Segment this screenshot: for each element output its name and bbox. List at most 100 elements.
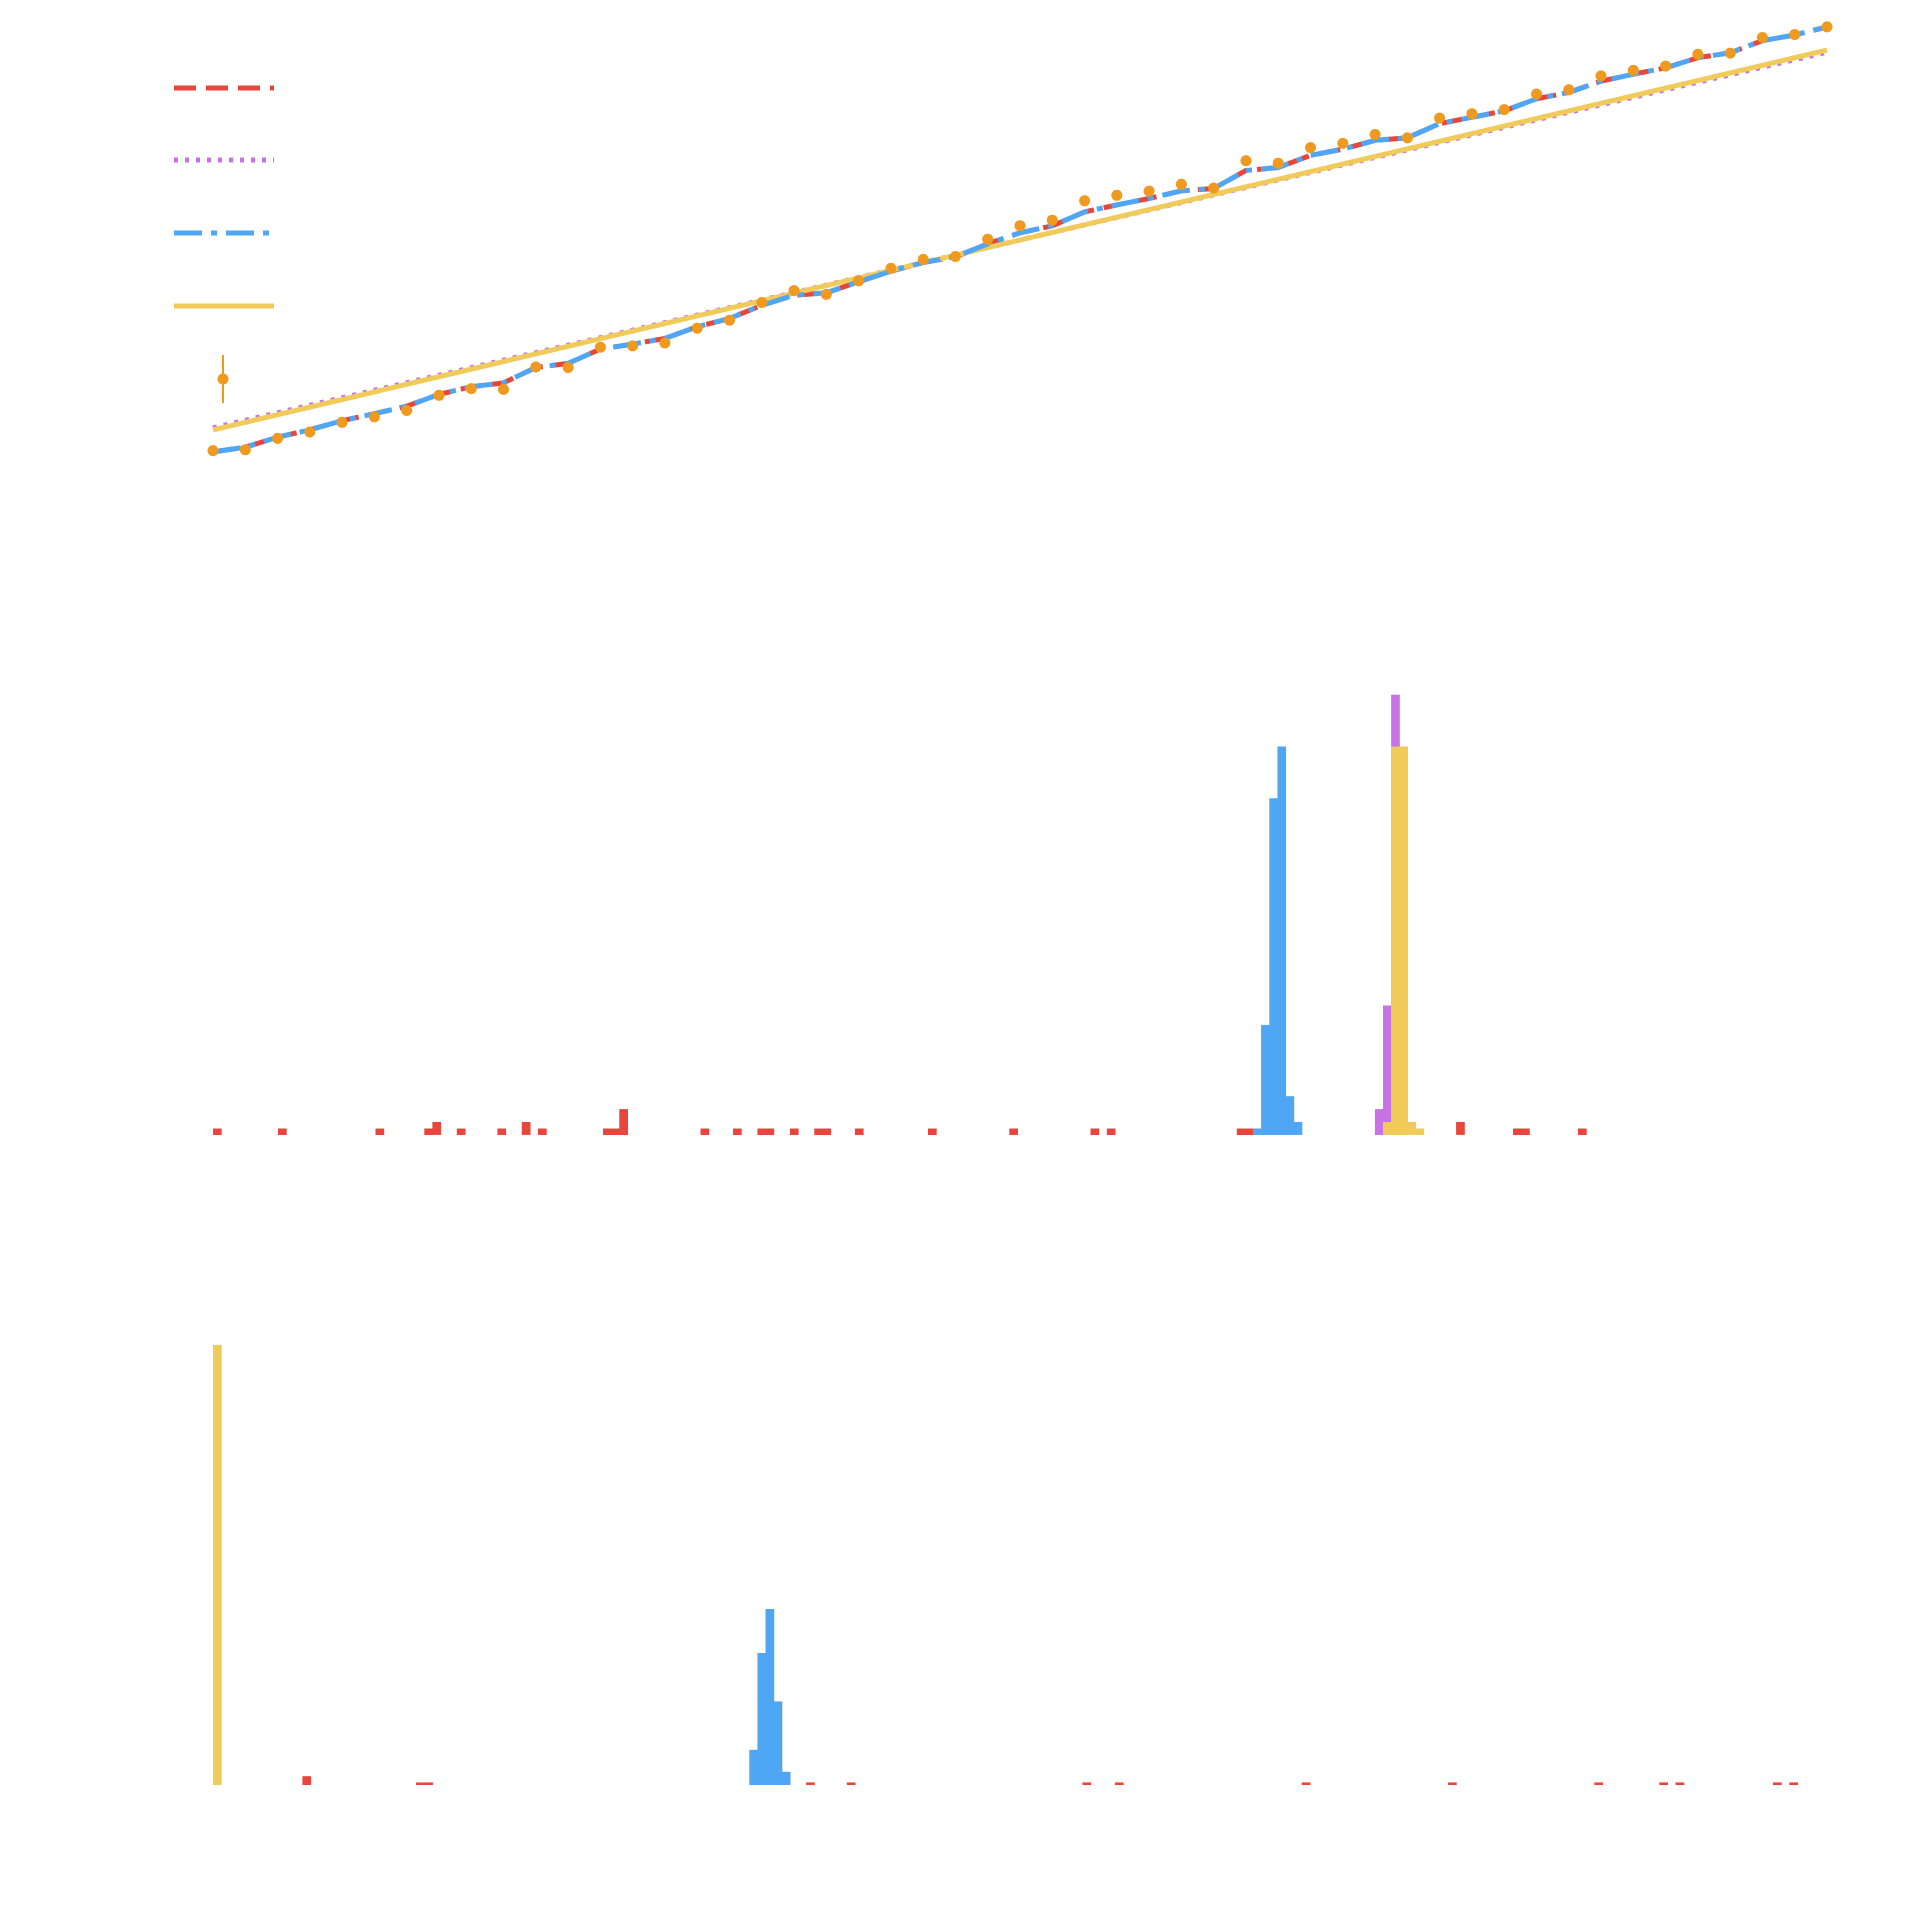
hist2-bar-red: [302, 1776, 312, 1785]
data-point: [368, 411, 380, 423]
hist2-bar-red: [1773, 1782, 1782, 1785]
data-point: [304, 426, 316, 438]
legend: [174, 85, 274, 403]
series-line-blue: [212, 24, 1828, 455]
legend-swatch-point: [217, 373, 229, 385]
data-point: [1724, 47, 1736, 59]
hist1-bar-red: [1456, 1122, 1465, 1135]
hist1-bar-blue: [1261, 1024, 1270, 1135]
data-point: [433, 389, 445, 401]
data-point: [1595, 70, 1607, 82]
hist1-bar-red: [432, 1122, 442, 1135]
series-line-yellow: [212, 47, 1828, 433]
hist1-bar-red: [757, 1128, 767, 1135]
data-point: [239, 444, 251, 456]
hist1-bar-red: [928, 1128, 937, 1135]
data-point: [982, 233, 994, 245]
hist2-bar-red: [1114, 1782, 1124, 1785]
hist1-bar-yellow: [1407, 1122, 1417, 1135]
data-point: [1563, 84, 1575, 96]
data-point: [1498, 104, 1510, 116]
data-point: [627, 340, 639, 352]
data-point: [401, 405, 413, 416]
hist2-bar-red: [1789, 1782, 1798, 1785]
hist1-bar-red: [611, 1128, 620, 1135]
data-point: [1240, 155, 1252, 167]
hist1-bar-red: [789, 1128, 799, 1135]
hist2-bar-red: [806, 1782, 815, 1785]
hist1-bar-red: [538, 1128, 547, 1135]
hist1-bar-red: [497, 1128, 507, 1135]
hist1-bar-yellow: [1391, 746, 1400, 1135]
hist1-bar-red: [822, 1128, 832, 1135]
data-point: [724, 314, 735, 326]
hist1-bar-red: [456, 1128, 466, 1135]
data-point: [1369, 129, 1381, 140]
hist1-bar-red: [521, 1122, 531, 1135]
data-point: [562, 362, 574, 373]
hist1-bar-blue: [1253, 1128, 1262, 1135]
data-point: [1305, 142, 1316, 154]
hist2-bar-blue: [781, 1771, 791, 1785]
hist2-bar-red: [416, 1782, 425, 1785]
hist1-bar-red: [814, 1128, 823, 1135]
data-point: [1337, 137, 1349, 149]
hist1-bar-blue: [1285, 1096, 1295, 1135]
data-point: [1692, 48, 1704, 60]
hist1-bar-yellow: [1383, 1122, 1392, 1135]
data-point: [594, 341, 606, 353]
data-point: [498, 383, 509, 395]
data-point: [1789, 29, 1801, 40]
data-point: [1401, 132, 1413, 144]
hist2-bar-red: [1675, 1782, 1685, 1785]
hist1-bar-red: [278, 1128, 287, 1135]
data-point: [530, 361, 542, 373]
hist1-bar-red: [424, 1128, 433, 1135]
hist2-bar-red: [846, 1782, 856, 1785]
data-point: [1046, 214, 1058, 226]
data-point: [949, 251, 961, 262]
histogram-panel-bottom: [213, 1345, 1798, 1785]
data-point: [336, 416, 348, 428]
data-point: [1660, 60, 1672, 72]
hist1-bar-red: [1090, 1128, 1100, 1135]
hist1-bar-red: [213, 1128, 222, 1135]
data-point: [853, 275, 865, 287]
hist1-bar-red: [1513, 1128, 1522, 1135]
hist1-bar-blue: [1269, 798, 1278, 1135]
hist1-bar-red: [765, 1128, 775, 1135]
data-point: [1272, 157, 1284, 169]
hist1-bar-red: [733, 1128, 742, 1135]
data-point: [788, 285, 800, 297]
hist1-bar-purple: [1374, 1109, 1384, 1135]
hist2-bar-red: [1594, 1782, 1603, 1785]
hist1-bar-red: [700, 1128, 710, 1135]
data-point: [691, 322, 703, 334]
data-point: [885, 262, 897, 274]
hist1-bar-red: [619, 1109, 628, 1135]
data-point: [1466, 108, 1478, 120]
data-point: [917, 253, 929, 265]
data-point: [207, 445, 219, 457]
data-point: [1756, 32, 1768, 43]
hist2-bar-blue: [757, 1653, 767, 1785]
data-point: [465, 383, 477, 395]
hist1-bar-red: [603, 1128, 612, 1135]
hist1-bar-red: [375, 1128, 385, 1135]
hist1-bar-yellow: [1415, 1128, 1425, 1135]
hist2-bar-blue: [765, 1609, 775, 1785]
histogram-panel-middle: [213, 694, 1587, 1135]
hist2-bar-red: [424, 1782, 433, 1785]
data-point: [1208, 182, 1220, 194]
hist1-bar-red: [1106, 1128, 1116, 1135]
hist2-bar-red: [1659, 1782, 1668, 1785]
data-point: [659, 337, 671, 349]
hist2-bar-red: [1082, 1782, 1092, 1785]
hist2-bar-red: [1448, 1782, 1457, 1785]
data-point: [1531, 88, 1542, 100]
hist2-bar-yellow: [213, 1345, 222, 1785]
data-point: [1175, 178, 1187, 190]
data-point: [1111, 189, 1123, 201]
data-point: [820, 288, 832, 300]
